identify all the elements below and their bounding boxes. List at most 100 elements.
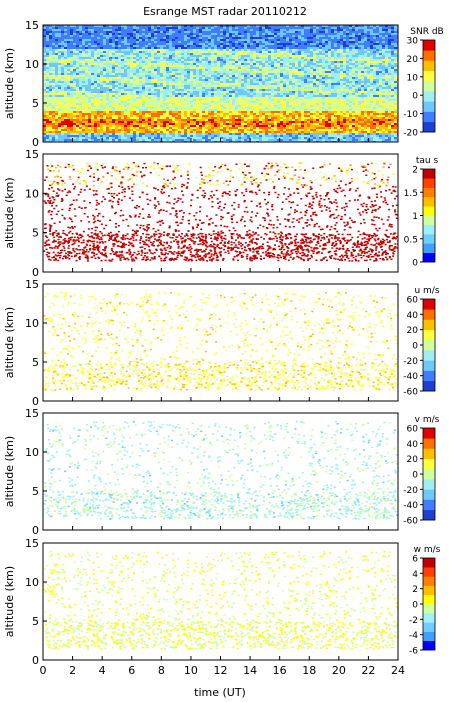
colorbar-tick-label: 2	[412, 166, 418, 176]
colorbar-swatch	[423, 558, 435, 568]
y-tick-label: 15	[25, 407, 39, 420]
colorbar-swatch	[423, 567, 435, 577]
y-tick-label: 10	[25, 446, 39, 459]
colorbar-tick-label: -40	[403, 501, 418, 511]
colorbar-tick-label: -40	[403, 372, 418, 382]
x-tick-label: 24	[391, 664, 405, 677]
colorbar-swatch	[423, 101, 435, 112]
colorbar-tick-label: 40	[407, 311, 419, 321]
y-tick-label: 10	[25, 317, 39, 330]
colorbar-swatch	[423, 370, 435, 382]
y-axis-label: altitude (km)	[3, 177, 16, 248]
colorbar-tick-label: 6	[412, 555, 418, 565]
chart-title: Esrange MST radar 20110212	[143, 5, 307, 18]
colorbar-tick-label: -20	[403, 486, 418, 496]
colorbar-swatch	[423, 178, 435, 188]
colorbar-tick-label: 20	[407, 455, 419, 465]
colorbar-swatch	[423, 40, 435, 51]
colorbar-label: v m/s	[415, 415, 440, 425]
colorbar-tick-label: 30	[407, 37, 419, 47]
colorbar-swatch	[423, 299, 435, 310]
colorbar-tick-label: 60	[407, 296, 419, 306]
x-tick-label: 18	[302, 664, 316, 677]
panel-2: 0 5 10 15 altitude (km) tau s2 1.5 1 0.5 0	[3, 148, 438, 279]
y-tick-label: 5	[32, 615, 39, 628]
x-tick-label: 16	[273, 664, 287, 677]
colorbar-tick-label: -4	[409, 631, 418, 641]
y-tick-label: 15	[25, 148, 39, 161]
colorbar-swatch	[423, 196, 435, 207]
y-tick-label: 0	[32, 524, 39, 537]
colorbar-label: tau s	[416, 156, 439, 166]
colorbar-swatch	[423, 468, 435, 480]
colorbar-tick-label: -20	[403, 357, 418, 367]
colorbar-swatch	[423, 243, 435, 253]
colorbar-swatch	[423, 329, 435, 341]
x-tick-label: 20	[332, 664, 346, 677]
colorbar-swatch	[423, 80, 435, 92]
y-tick-label: 10	[25, 58, 39, 71]
x-tick-label: 6	[128, 664, 135, 677]
colorbar-tick-label: 1.5	[404, 189, 418, 199]
colorbar-tick-label: -6	[409, 647, 418, 657]
colorbar: v m/s60 40 20 0 -20 -40 -60	[403, 415, 439, 527]
colorbar: w m/s6 4 2 0 -2 -4 -6	[409, 545, 441, 657]
colorbar-tick-label: -60	[403, 517, 418, 527]
colorbar-tick-label: 0	[412, 259, 418, 269]
colorbar-tick-label: 20	[407, 326, 419, 336]
y-axis-label: altitude (km)	[3, 566, 16, 637]
x-tick-label: 14	[243, 664, 257, 677]
colorbar-swatch	[423, 187, 435, 198]
colorbar-swatch	[423, 585, 435, 596]
x-tick-label: 4	[99, 664, 106, 677]
y-tick-label: 0	[32, 266, 39, 279]
colorbar-swatch	[423, 479, 435, 490]
x-tick-label: 22	[361, 664, 375, 677]
colorbar-tick-label: 0	[412, 92, 418, 102]
colorbar-tick-label: 0.5	[404, 235, 418, 245]
y-axis-label: altitude (km)	[3, 307, 16, 378]
x-tick-label: 10	[184, 664, 198, 677]
colorbar-swatch	[423, 319, 435, 330]
colorbar-tick-label: 0	[412, 601, 418, 611]
colorbar-tick-label: 0	[412, 471, 418, 481]
colorbar-tick-label: 4	[412, 570, 418, 580]
colorbar-label: w m/s	[414, 545, 441, 555]
colorbar-swatch	[423, 169, 435, 179]
y-tick-label: 5	[32, 97, 39, 110]
colorbar-swatch	[423, 224, 435, 235]
colorbar-swatch	[423, 215, 435, 226]
data-field	[43, 420, 398, 520]
colorbar-tick-label: -2	[409, 616, 418, 626]
x-tick-label: 8	[158, 664, 165, 677]
data-field	[43, 161, 398, 262]
y-tick-label: 10	[25, 576, 39, 589]
panel-3: 0 5 10 15 altitude (km) u m/s60 40 20 0 -20 -40 -60	[3, 278, 440, 408]
colorbar-swatch	[423, 309, 435, 320]
colorbar-tick-label: 10	[407, 73, 419, 83]
colorbar: u m/s60 40 20 0 -20 -40 -60	[403, 286, 440, 398]
data-field	[43, 25, 398, 142]
y-tick-label: 15	[25, 19, 39, 32]
y-axis-label: altitude (km)	[3, 436, 16, 507]
colorbar-tick-label: -60	[403, 388, 418, 398]
colorbar-swatch	[423, 489, 435, 500]
colorbar-swatch	[423, 350, 435, 361]
colorbar-tick-label: 1	[412, 212, 418, 222]
y-tick-label: 15	[25, 278, 39, 291]
colorbar-swatch	[423, 234, 435, 244]
colorbar-swatch	[423, 70, 435, 82]
colorbar: tau s2 1.5 1 0.5 0	[404, 156, 439, 269]
colorbar-swatch	[423, 438, 435, 449]
data-field	[43, 550, 398, 650]
colorbar-swatch	[423, 604, 435, 614]
x-axis-label: time (UT)	[194, 686, 246, 699]
colorbar-swatch	[423, 631, 435, 642]
y-tick-label: 15	[25, 537, 39, 550]
colorbar-swatch	[423, 428, 435, 439]
colorbar-swatch	[423, 339, 435, 351]
y-tick-label: 0	[32, 136, 39, 149]
